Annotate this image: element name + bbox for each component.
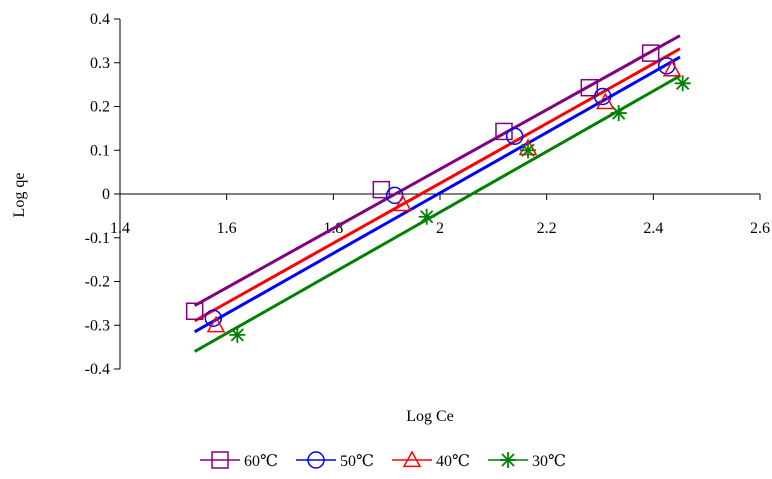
legend-label: 40℃ bbox=[436, 453, 470, 470]
legend-marker-circle bbox=[307, 451, 325, 469]
data-point-series-2 bbox=[204, 309, 223, 327]
y-tick-label: 0 bbox=[102, 186, 110, 203]
data-point-series-1 bbox=[641, 44, 660, 62]
y-tick-label: 0.3 bbox=[90, 55, 110, 72]
y-tick-label: -0.4 bbox=[85, 361, 110, 378]
x-tick-label: 1.4 bbox=[110, 220, 130, 237]
trendline-series-3 bbox=[193, 47, 681, 323]
data-point-series-4 bbox=[418, 208, 435, 225]
y-tick-label: 0.2 bbox=[90, 99, 110, 116]
data-point-series-3 bbox=[206, 315, 226, 333]
legend-label: 60℃ bbox=[244, 453, 278, 470]
legend-item: 60℃ bbox=[200, 451, 278, 470]
trendline-series-4 bbox=[193, 74, 681, 353]
x-tick-label: 2 bbox=[436, 220, 444, 237]
legend-item: 40℃ bbox=[392, 450, 470, 470]
x-tick-label: 2.4 bbox=[643, 220, 663, 237]
trendline-series-1 bbox=[193, 34, 681, 307]
legend-label: 30℃ bbox=[532, 453, 566, 470]
data-point-series-4 bbox=[520, 142, 536, 159]
y-tick-label: -0.1 bbox=[85, 230, 110, 247]
x-tick-label: 2.6 bbox=[750, 220, 770, 237]
data-point-series-4 bbox=[229, 326, 246, 343]
y-axis-title: Log qe bbox=[11, 173, 28, 218]
data-point-series-2 bbox=[505, 127, 524, 145]
markers-layer bbox=[185, 44, 691, 343]
y-tick-label: -0.3 bbox=[85, 317, 110, 334]
legend-marker-triangle bbox=[402, 450, 422, 468]
data-point-series-1 bbox=[185, 302, 204, 320]
legend-item: 30℃ bbox=[488, 452, 566, 470]
axes-layer: 0.40.30.20.10-0.1-0.2-0.3-0.41.41.61.822… bbox=[85, 11, 770, 378]
y-tick-label: 0.4 bbox=[90, 11, 110, 28]
x-tick-label: 1.6 bbox=[217, 220, 237, 237]
x-axis-title: Log Ce bbox=[406, 408, 454, 425]
data-point-series-2 bbox=[593, 87, 612, 106]
data-point-series-4 bbox=[610, 105, 627, 122]
data-point-series-3 bbox=[662, 59, 682, 77]
data-point-series-1 bbox=[580, 78, 599, 97]
x-tick-label: 2.2 bbox=[537, 220, 557, 237]
legend-item: 50℃ bbox=[296, 451, 374, 470]
data-point-series-4 bbox=[674, 75, 691, 92]
data-point-series-1 bbox=[495, 122, 513, 141]
data-point-series-3 bbox=[596, 92, 615, 110]
legend-marker-star bbox=[500, 452, 516, 468]
data-point-series-3 bbox=[393, 194, 412, 212]
legend: 60℃ 50℃ 40℃ 30℃ bbox=[200, 450, 566, 470]
legend-marker-square bbox=[211, 451, 229, 469]
y-tick-label: 0.1 bbox=[90, 142, 110, 159]
legend-label: 50℃ bbox=[340, 453, 374, 470]
y-tick-label: -0.2 bbox=[85, 274, 110, 291]
